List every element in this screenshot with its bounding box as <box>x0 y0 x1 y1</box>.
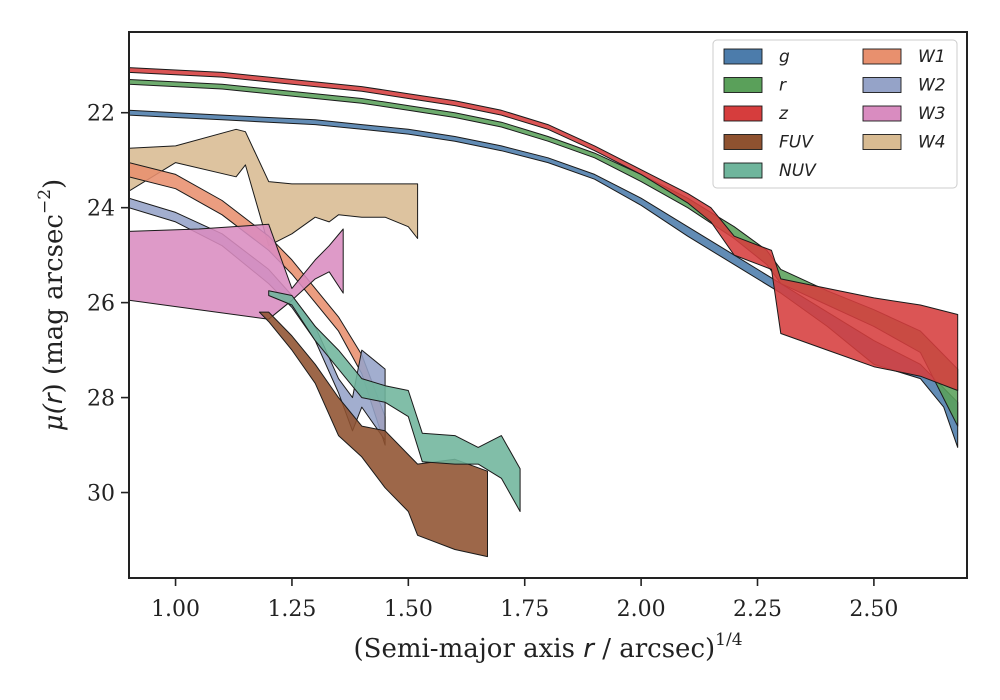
legend-swatch-z <box>723 105 763 122</box>
x-tick-label: 1.50 <box>384 597 433 622</box>
legend-swatch-nuv <box>723 162 763 179</box>
legend-swatch-r <box>723 77 763 93</box>
x-axis-label: (Semi-major axis r / arcsec)1/4 <box>353 630 742 664</box>
x-tick-label: 2.50 <box>849 597 898 622</box>
legend-box <box>712 39 958 189</box>
legend-label-w4: W4 <box>918 133 946 153</box>
legend-swatch-fuv <box>723 134 763 150</box>
band-w4 <box>129 128 419 247</box>
x-tick-label: 1.75 <box>500 597 549 622</box>
y-tick-label: 22 <box>87 102 115 127</box>
y-tick-label: 28 <box>87 387 115 412</box>
x-tick-label: 1.00 <box>151 597 200 622</box>
y-tick-label: 30 <box>87 482 115 507</box>
band-r <box>129 79 959 427</box>
x-tick-label: 2.00 <box>617 597 666 622</box>
tick-layer: 1.00 1.25 1.50 1.75 2.00 2.25 2.50 22 24 26 28 30 <box>87 102 898 622</box>
legend-label-nuv: NUV <box>779 161 817 181</box>
x-tick-label: 2.25 <box>733 597 782 622</box>
legend-label-w1: W1 <box>918 47 946 67</box>
legend-swatch-w3 <box>862 105 902 122</box>
legend-label-w3: W3 <box>918 104 946 124</box>
legend-swatch-w4 <box>862 134 902 150</box>
legend-swatch-w2 <box>862 77 902 93</box>
y-tick-label: 26 <box>87 292 115 317</box>
legend-label-g: g <box>779 47 790 67</box>
legend-label-r: r <box>779 76 787 96</box>
series-layer <box>129 67 959 558</box>
legend: grz FUV NUV W1 W2 W3 W4 <box>712 39 958 189</box>
band-z <box>129 67 959 391</box>
plot-frame <box>128 31 968 579</box>
y-axis-label: μ(r) (mag arcsec−2) <box>35 179 69 431</box>
x-tick-label: 1.25 <box>267 597 316 622</box>
legend-swatch-w1 <box>862 48 902 65</box>
y-tick-label: 24 <box>87 197 115 222</box>
legend-label-fuv: FUV <box>779 133 814 153</box>
band-nuv <box>268 290 521 512</box>
legend-label-z: z <box>778 104 789 124</box>
band-g <box>129 109 959 448</box>
legend-swatch-g <box>723 48 763 65</box>
band-fuv <box>258 311 488 558</box>
legend-label-w2: W2 <box>918 76 946 96</box>
